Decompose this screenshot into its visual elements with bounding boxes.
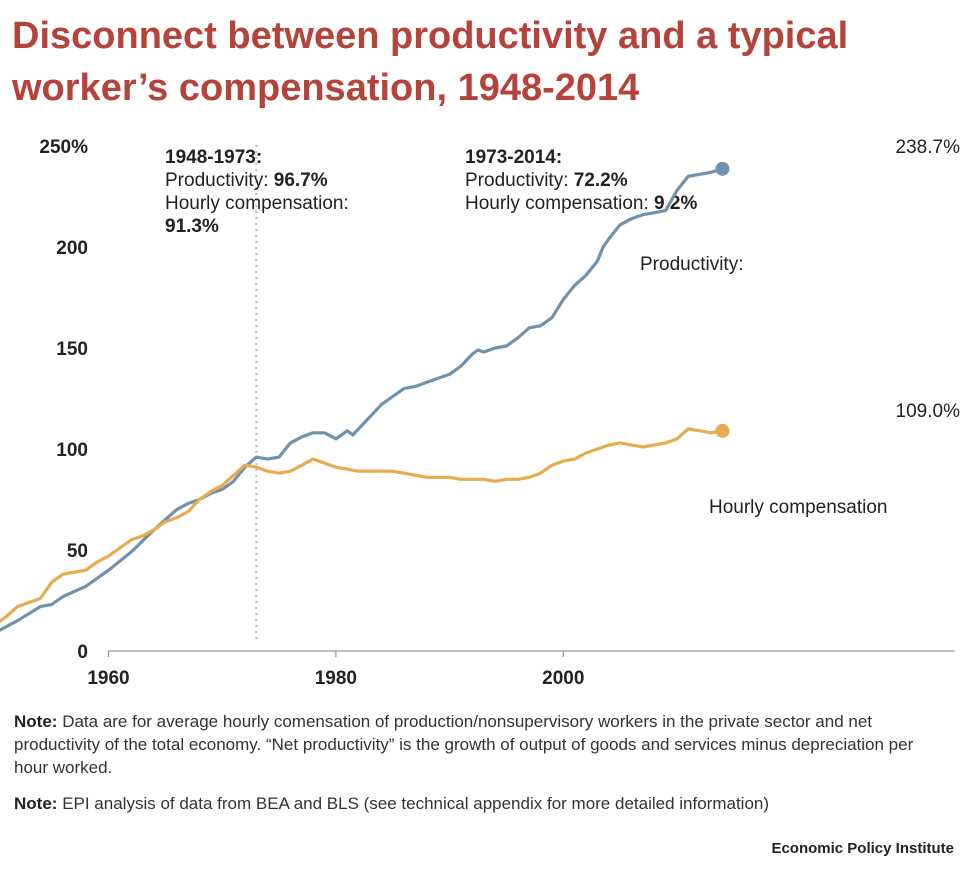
annotation-late-productivity-value: 72.2% xyxy=(574,170,628,191)
annotation-late-productivity-label: Productivity: xyxy=(465,170,574,191)
source-credit: Economic Policy Institute xyxy=(771,840,954,857)
note-1: Note: Data are for average hourly comens… xyxy=(14,710,944,779)
note-1-text: Data are for average hourly comensation … xyxy=(14,712,914,777)
y-tick-label-250: 250% xyxy=(39,137,88,158)
annotation-late: 1973-2014: Productivity: 72.2% Hourly co… xyxy=(465,147,697,214)
end-point-hourly-compensation xyxy=(715,423,730,438)
note-2-text: EPI analysis of data from BEA and BLS (s… xyxy=(62,794,770,813)
chart-title: Disconnect between productivity and a ty… xyxy=(12,10,962,114)
annotation-early-productivity-value: 96.7% xyxy=(274,170,328,191)
end-point-productivity xyxy=(715,161,730,176)
annotation-late-period: 1973-2014: xyxy=(465,147,562,168)
annotation-early: 1948-1973: Productivity: 96.7% Hourly co… xyxy=(165,147,354,237)
notes: Note: Data are for average hourly comens… xyxy=(14,710,944,828)
series-line-hourly-compensation xyxy=(0,427,725,624)
x-axis: 1960 1980 2000 xyxy=(87,651,584,689)
annotation-early-compensation-value: 91.3% xyxy=(165,216,219,237)
series-label-hourly-compensation: Hourly compensation xyxy=(709,497,887,518)
end-label-hourly-compensation: 109.0% xyxy=(896,401,961,422)
note-2-label: Note: xyxy=(14,794,58,813)
note-1-label: Note: xyxy=(14,712,58,731)
y-tick-label-200: 200 xyxy=(56,238,88,259)
series-label-productivity: Productivity: xyxy=(640,254,743,275)
x-tick-label-1960: 1960 xyxy=(87,668,129,689)
annotation-early-productivity-label: Productivity: xyxy=(165,170,274,191)
end-label-productivity: 238.7% xyxy=(896,137,961,158)
y-axis: 0 50 100 150 200 250% xyxy=(39,137,88,663)
annotation-early-period: 1948-1973: xyxy=(165,147,262,168)
x-tick-label-2000: 2000 xyxy=(542,668,584,689)
series-layer xyxy=(0,161,730,632)
y-tick-label-50: 50 xyxy=(67,541,88,562)
annotation-early-compensation-label: Hourly compensation: xyxy=(165,193,349,214)
annotation-late-compensation-label: Hourly compensation: xyxy=(465,193,654,214)
y-tick-label-100: 100 xyxy=(56,440,88,461)
y-tick-label-0: 0 xyxy=(77,642,88,663)
chart-title-line-2: worker’s compensation, 1948-2014 xyxy=(12,67,640,109)
x-tick-label-1980: 1980 xyxy=(315,668,357,689)
note-2: Note: EPI analysis of data from BEA and … xyxy=(14,792,944,815)
series-line-productivity xyxy=(0,167,725,632)
chart-title-line-1: Disconnect between productivity and a ty… xyxy=(12,15,849,57)
y-tick-label-150: 150 xyxy=(56,339,88,360)
